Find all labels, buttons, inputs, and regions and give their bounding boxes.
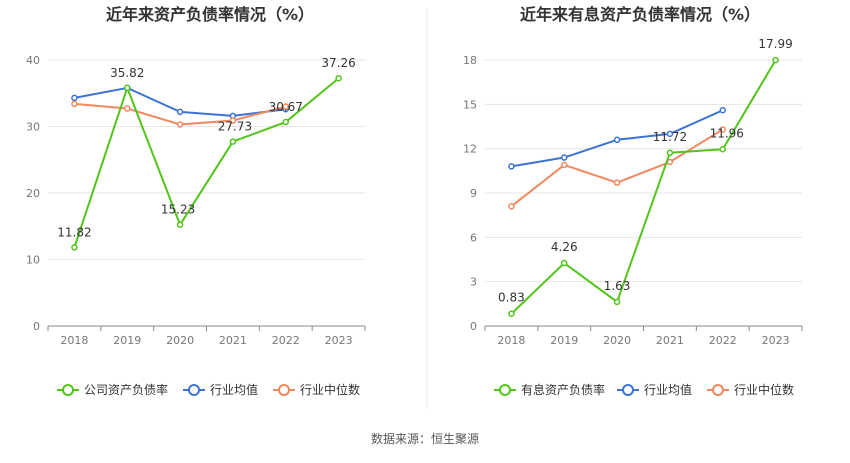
legend-marker: [62, 384, 74, 396]
x-tick-label: 2021: [219, 334, 247, 347]
legend-marker: [278, 384, 290, 396]
legend-marker: [622, 384, 634, 396]
y-tick-label: 40: [26, 54, 40, 67]
series-point: [613, 136, 621, 144]
legend-marker: [712, 384, 724, 396]
series-point: [229, 138, 237, 145]
x-tick-label: 2023: [325, 334, 353, 347]
series-line: [510, 59, 777, 315]
series-point: [282, 103, 289, 110]
y-tick-label: 6: [470, 231, 477, 244]
legend-label: 行业中位数: [734, 382, 794, 397]
legend-label: 行业均值: [210, 382, 258, 397]
y-tick-label: 30: [26, 121, 40, 134]
series-point: [719, 146, 726, 153]
series-point: [282, 118, 289, 126]
legend-label: 行业中位数: [300, 382, 360, 397]
series-point: [613, 179, 621, 186]
series-point: [176, 121, 184, 128]
series-point: [335, 74, 342, 82]
series-point: [124, 105, 131, 112]
series-point: [666, 149, 674, 157]
y-tick-label: 10: [26, 254, 40, 267]
series-point: [561, 154, 568, 161]
series-point: [71, 100, 78, 108]
chart-title: 近年来有息资产负债率情况（%）: [520, 5, 760, 24]
y-tick-label: 20: [26, 187, 40, 200]
x-tick-label: 2019: [550, 334, 578, 347]
x-tick-label: 2022: [272, 334, 300, 347]
data-label: 30.67: [269, 100, 303, 114]
series-point: [124, 84, 131, 92]
data-label: 17.99: [758, 37, 792, 51]
x-tick-label: 2020: [603, 334, 631, 347]
data-label: 11.96: [710, 126, 744, 140]
series-point: [719, 106, 726, 114]
chart-title: 近年来资产负债率情况（%）: [106, 5, 314, 24]
series-line: [73, 77, 340, 248]
series-point: [71, 244, 78, 251]
series-point: [508, 163, 515, 170]
data-label: 15.23: [161, 203, 195, 217]
series-point: [71, 94, 78, 102]
y-tick-label: 0: [470, 320, 477, 333]
series-point: [772, 56, 779, 64]
series-point: [176, 221, 184, 228]
legend-marker: [499, 384, 511, 396]
legend-label: 有息资产负债率: [521, 382, 605, 397]
y-tick-label: 3: [470, 276, 477, 289]
x-tick-label: 2021: [656, 334, 684, 347]
y-tick-label: 18: [463, 54, 477, 67]
interest-bearing-debt-ratio-chart: 近年来有息资产负债率情况（%） 0 3 6 9 12 15 18 2018 2019 2020 202…: [463, 5, 803, 397]
series-point: [229, 117, 237, 124]
y-tick-label: 9: [470, 187, 477, 200]
debt-ratio-chart: 近年来资产负债率情况（%） 0 10 20 30 40 2018 2019 2020 2021 20…: [26, 5, 366, 397]
series-point: [508, 310, 515, 317]
data-label: 11.82: [57, 225, 91, 239]
data-label: 37.26: [321, 56, 355, 70]
x-tick-label: 2020: [166, 334, 194, 347]
legend-label: 公司资产负债率: [84, 382, 168, 397]
series-point: [176, 108, 184, 116]
data-label: 27.73: [218, 120, 252, 134]
data-label: 35.82: [110, 66, 144, 80]
series-point: [561, 161, 568, 169]
source-note: 数据来源：恒生聚源: [371, 431, 479, 446]
series-point: [613, 298, 621, 306]
series-point: [561, 259, 568, 267]
data-label: 0.83: [498, 291, 525, 305]
x-tick-label: 2018: [497, 334, 525, 347]
x-tick-label: 2023: [762, 334, 790, 347]
x-tick-label: 2019: [113, 334, 141, 347]
y-tick-label: 15: [463, 98, 477, 111]
data-label: 1.63: [604, 279, 631, 293]
data-label: 4.26: [551, 240, 578, 254]
series-point: [666, 130, 674, 138]
x-tick-label: 2018: [60, 334, 88, 347]
y-tick-label: 0: [33, 320, 40, 333]
series-point: [508, 203, 515, 210]
legend-marker: [188, 384, 200, 396]
legend-label: 行业均值: [644, 382, 692, 397]
x-tick-label: 2022: [709, 334, 737, 347]
series-point: [719, 126, 726, 133]
data-label: 11.72: [653, 130, 687, 144]
y-tick-label: 12: [463, 143, 477, 156]
